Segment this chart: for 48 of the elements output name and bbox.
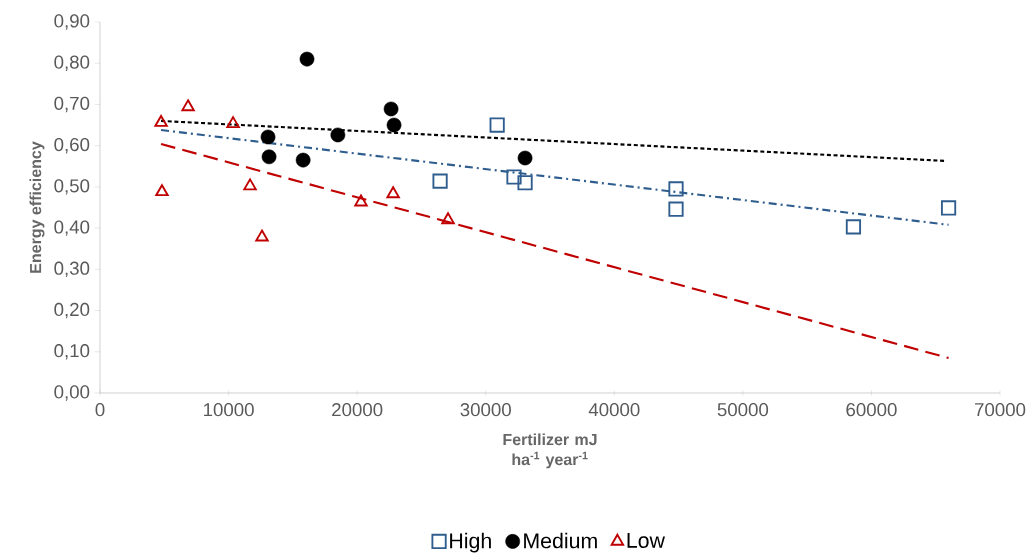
point <box>330 127 346 143</box>
y-tick-label: 0,60 <box>54 137 90 154</box>
point <box>386 117 402 133</box>
x-tick-label: 10000 <box>204 403 254 417</box>
point <box>517 150 533 166</box>
x-tick-label: 50000 <box>717 403 769 417</box>
point <box>226 116 240 129</box>
point <box>383 101 399 117</box>
point <box>260 129 276 145</box>
y-tick-label: 0,90 <box>54 14 90 30</box>
point <box>441 212 455 225</box>
point <box>243 178 257 191</box>
point <box>155 184 169 197</box>
x-tick-label: 20000 <box>332 403 383 417</box>
point <box>517 175 533 191</box>
point <box>506 169 522 185</box>
y-tick-label: 0,10 <box>54 344 90 360</box>
y-tick-label: 0,40 <box>54 220 90 236</box>
point <box>261 149 277 165</box>
y-tick-label: 0,30 <box>54 261 90 278</box>
point <box>181 99 195 112</box>
point <box>154 114 168 127</box>
point <box>255 229 269 242</box>
y-tick-label: 0,00 <box>54 385 90 401</box>
point <box>354 194 368 207</box>
legend-label: Medium <box>524 532 597 549</box>
y-tick-label: 0,20 <box>54 302 90 319</box>
y-tick-label: 0,70 <box>54 96 90 113</box>
point <box>432 173 448 189</box>
legend-label: Low <box>627 533 665 548</box>
x-tick-label: 40000 <box>588 403 640 417</box>
y-tick-label: 0,80 <box>54 55 90 71</box>
legend-label: High <box>450 532 491 553</box>
x-tick-label: 0 <box>95 403 105 417</box>
point <box>668 181 684 197</box>
x-tick-label: 60000 <box>846 403 897 417</box>
x-axis-title: Fertilizer mJ ha$^{-1}$ year$^{-1}$ <box>503 433 597 469</box>
point <box>940 200 957 216</box>
point <box>489 117 505 133</box>
x-tick-label: 70000 <box>975 403 1026 417</box>
point <box>295 152 311 168</box>
point <box>386 186 400 199</box>
x-tick-label: 30000 <box>460 403 511 417</box>
point <box>845 219 862 235</box>
point <box>668 201 684 217</box>
y-axis-title: Energy efficiency <box>29 141 45 273</box>
point <box>299 51 315 67</box>
y-tick-label: 0,50 <box>54 179 90 195</box>
